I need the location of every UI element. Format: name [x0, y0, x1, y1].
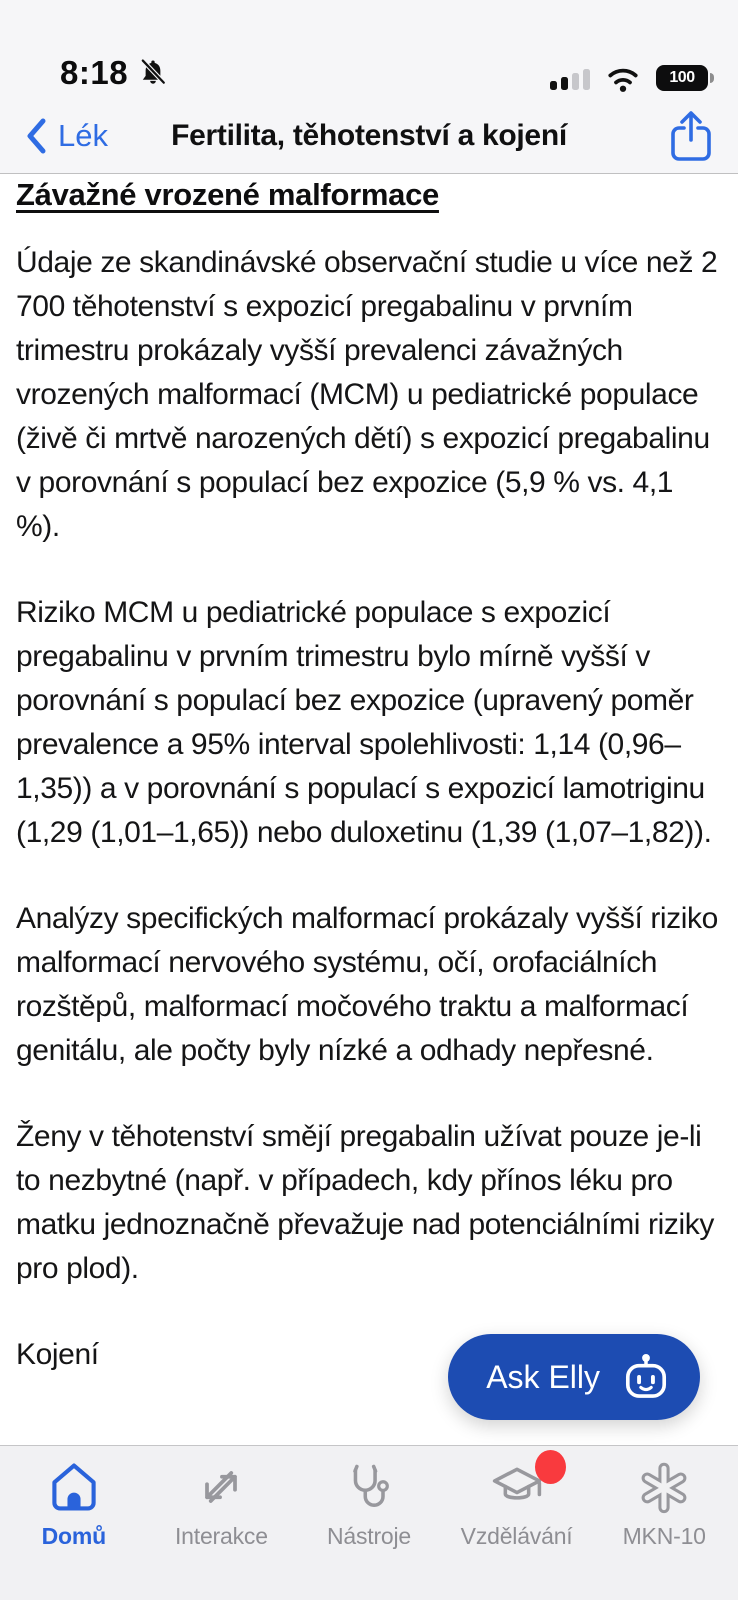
tab-home-label: Domů: [41, 1523, 107, 1549]
share-icon: [668, 108, 714, 164]
clock: 8:18: [60, 54, 129, 91]
tab-mkn10-label: MKN-10: [622, 1523, 706, 1549]
next-section-heading: Kojení: [16, 1338, 99, 1371]
paragraph: Analýzy specifických malformací prokázal…: [16, 902, 718, 1067]
cellular-signal-icon: [550, 66, 590, 90]
home-icon: [46, 1459, 102, 1515]
tab-mkn10[interactable]: MKN-10: [590, 1458, 738, 1550]
battery-percent: 100: [669, 69, 695, 86]
status-left: 8:18: [60, 54, 170, 92]
paragraph: Údaje ze skandinávské observační studie …: [16, 246, 718, 543]
article-content[interactable]: Závažné vrozené malformace Údaje ze skan…: [0, 174, 738, 1600]
section-heading: Závažné vrozené malformace: [16, 177, 439, 212]
status-bar: 8:18: [0, 0, 738, 100]
status-right: 100: [550, 64, 714, 92]
tab-education[interactable]: Vzdělávání: [443, 1450, 591, 1550]
tab-education-label: Vzdělávání: [460, 1523, 573, 1549]
graduation-cap-icon: [488, 1459, 546, 1515]
bell-slash-icon: [136, 56, 170, 90]
wifi-icon: [604, 64, 642, 92]
header: 8:18: [0, 0, 738, 174]
nav-bar: Lék Fertilita, těhotenství a kojení: [0, 100, 738, 172]
tab-home[interactable]: Domů: [0, 1458, 148, 1550]
stethoscope-icon: [341, 1459, 397, 1515]
share-button[interactable]: [668, 108, 714, 164]
tab-tools-label: Nástroje: [326, 1523, 411, 1549]
back-button[interactable]: Lék: [24, 116, 108, 156]
notification-badge: [534, 1450, 566, 1484]
interactions-icon: [193, 1459, 249, 1515]
page-title: Fertilita, těhotenství a kojení: [171, 119, 567, 152]
back-button-label: Lék: [58, 118, 108, 153]
tab-interactions-label: Interakce: [174, 1523, 268, 1549]
chevron-left-icon: [24, 116, 48, 156]
medical-asterisk-icon: [636, 1459, 692, 1515]
paragraph: Riziko MCM u pediatrické populace s expo…: [16, 596, 712, 849]
ask-elly-button[interactable]: Ask Elly: [448, 1334, 700, 1420]
robot-icon: [620, 1351, 672, 1403]
tab-bar: Domů Interakce Nástroje: [0, 1445, 738, 1600]
tab-interactions[interactable]: Interakce: [148, 1458, 296, 1550]
battery-icon: 100: [656, 65, 714, 91]
ask-elly-label: Ask Elly: [486, 1358, 600, 1395]
paragraph: Ženy v těhotenství smějí pregabalin užív…: [16, 1120, 714, 1285]
tab-tools[interactable]: Nástroje: [295, 1458, 443, 1550]
